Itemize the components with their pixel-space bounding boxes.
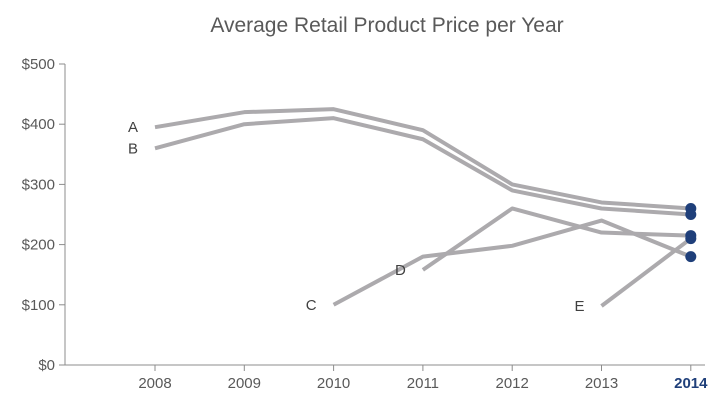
y-tick-label: $0 <box>38 357 55 374</box>
end-point-b <box>685 209 697 220</box>
x-tick-label: 2008 <box>138 375 171 392</box>
end-point-c <box>685 251 697 263</box>
x-tick-label: 2010 <box>317 375 350 392</box>
series-label-d: D <box>395 262 406 279</box>
series-label-b: B <box>128 140 138 157</box>
series-line-d <box>421 206 691 272</box>
x-axis-ticks: 2008 2009 2010 2011 2012 2013 2014 <box>138 365 708 392</box>
x-tick-label-highlight: 2014 <box>674 375 708 392</box>
series-label-c: C <box>306 297 317 314</box>
y-axis-ticks: $0 $100 $200 $300 $400 $500 <box>22 56 65 374</box>
end-point-e <box>685 233 697 245</box>
y-tick-label: $100 <box>22 297 55 314</box>
y-tick-label: $300 <box>22 176 55 193</box>
series-labels: AB C D E <box>128 119 585 315</box>
y-tick-label: $400 <box>22 116 55 133</box>
y-tick-label: $500 <box>22 56 55 73</box>
series-label-a: A <box>128 119 138 136</box>
series-label-e: E <box>574 298 584 315</box>
series-line-b <box>154 116 691 217</box>
x-tick-label: 2009 <box>228 375 261 392</box>
x-tick-label: 2013 <box>585 375 618 392</box>
end-points <box>685 202 697 263</box>
chart-title: Average Retail Product Price per Year <box>210 14 563 37</box>
series-line-a <box>154 107 691 211</box>
series-line-e <box>600 236 693 308</box>
x-tick-label: 2011 <box>407 375 439 392</box>
series-lines <box>154 107 693 308</box>
y-tick-label: $200 <box>22 237 55 254</box>
x-tick-label: 2012 <box>496 375 529 392</box>
